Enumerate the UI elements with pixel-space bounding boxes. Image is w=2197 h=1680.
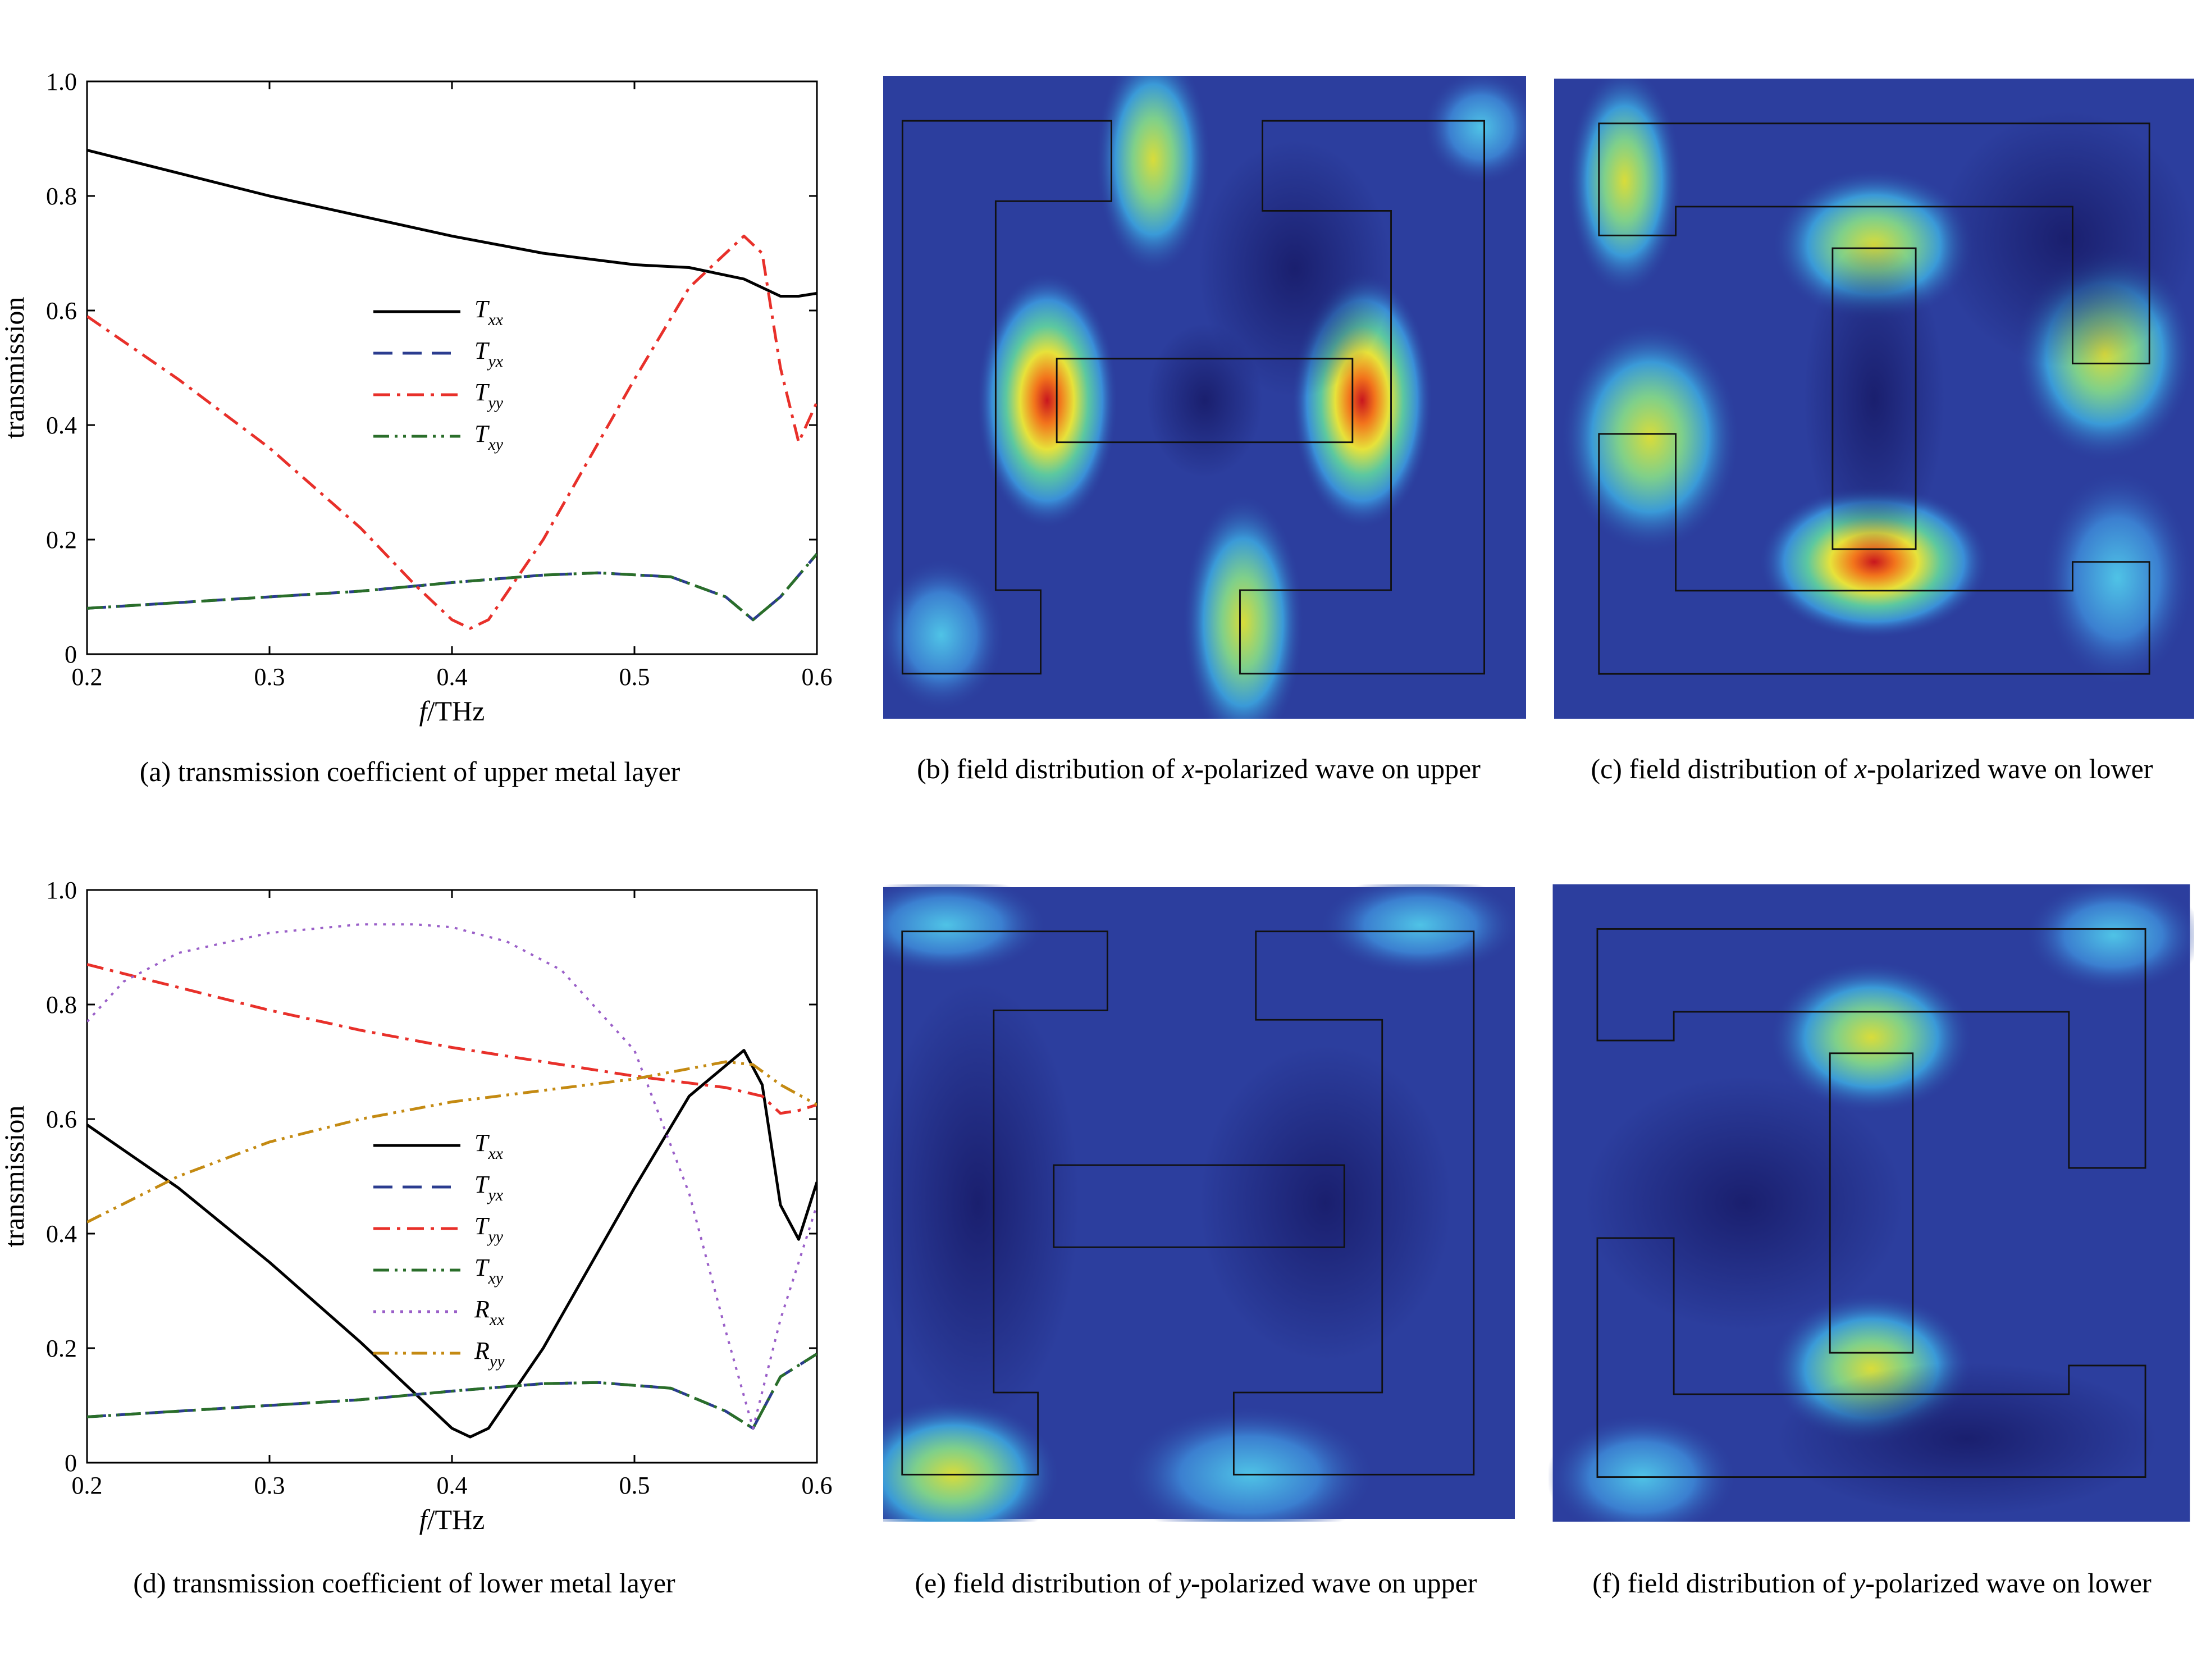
field-hotspot	[1803, 239, 1945, 559]
field-map-x-lower	[1554, 79, 2194, 719]
y-tick-label: 0.8	[46, 182, 77, 210]
chart-lower-transmission: 0.2 0.3 0.4 0.5 0.600.20.40.60.81.0f/THztran…	[0, 876, 833, 1535]
legend-label-txx: Txx	[474, 295, 504, 329]
field-hotspot	[1584, 1075, 1903, 1331]
field-hotspot	[1198, 140, 1391, 398]
x-tick-label: 0.2	[72, 1472, 103, 1499]
field-hotspot	[1423, 76, 1526, 185]
resonator-outline	[1596, 1237, 2146, 1478]
field-hotspot	[1095, 76, 1211, 275]
resonator-outline	[901, 930, 1108, 1476]
legend-label-tyx: Tyx	[474, 1171, 504, 1204]
field-hotspot	[1319, 884, 1515, 976]
y-tick-label: 0	[65, 641, 77, 668]
x-tick-label: 0.6	[802, 663, 833, 691]
x-tick-label: 0.3	[254, 1472, 285, 1499]
resonator-outline	[1598, 122, 2150, 364]
x-tick-label: 0.5	[619, 663, 650, 691]
legend-label-rxx: Rxx	[474, 1295, 505, 1329]
y-tick-label: 0.6	[46, 297, 77, 325]
field-hotspot	[1123, 1405, 1376, 1522]
series-line-txx	[87, 1049, 817, 1439]
resonator-outline	[1053, 1164, 1345, 1248]
y-tick-label: 0.4	[46, 1220, 77, 1248]
field-map-y-lower	[1549, 884, 2194, 1522]
legend-label-tyy: Tyy	[474, 378, 504, 412]
field-hotspot	[1199, 1045, 1452, 1361]
field-hotspot	[1938, 111, 2194, 367]
caption-b: (b) field distribution of x-polarized wa…	[917, 753, 1481, 784]
x-tick-label: 0.3	[254, 663, 285, 691]
resonator-outline	[1831, 247, 1917, 550]
series-line-tyy	[87, 963, 817, 1115]
y-tick-label: 1.0	[46, 876, 77, 904]
y-tick-label: 1.0	[46, 68, 77, 95]
field-hotspot	[1560, 322, 1740, 553]
x-axis-label: f/THz	[419, 1504, 485, 1535]
field-hotspot	[1549, 1413, 1738, 1522]
resonator-outline	[1596, 928, 2146, 1169]
y-tick-label: 0.2	[46, 526, 77, 554]
x-tick-label: 0.6	[802, 1472, 833, 1499]
caption-a: (a) transmission coefficient of upper me…	[139, 756, 680, 787]
field-hotspot	[1566, 79, 1682, 296]
series-line-txy	[87, 1353, 817, 1430]
plot-frame	[86, 889, 818, 1464]
y-tick-label: 0.6	[46, 1106, 77, 1133]
resonator-outline	[1598, 433, 2150, 675]
plot-frame	[86, 80, 818, 655]
field-hotspot	[883, 981, 1079, 1425]
field-map-x-upper	[883, 76, 1526, 719]
x-tick-label: 0.4	[437, 663, 468, 691]
field-hotspot	[1775, 1362, 2158, 1515]
legend-label-txx: Txx	[474, 1129, 504, 1163]
field-hotspot	[2040, 469, 2194, 687]
resonator-outline	[1239, 120, 1486, 675]
series-line-tyy	[87, 234, 817, 630]
y-tick-label: 0	[65, 1449, 77, 1477]
field-map-y-upper	[883, 884, 1515, 1522]
resonator-outline	[1056, 358, 1354, 444]
field-hotspot	[1182, 494, 1304, 719]
series-line-txx	[87, 148, 817, 298]
legend-label-txy: Txy	[474, 1254, 504, 1288]
caption-d: (d) transmission coefficient of lower me…	[133, 1567, 675, 1599]
y-tick-label: 0.4	[46, 412, 77, 439]
field-hotspot	[1769, 961, 1974, 1114]
series-line-tyx	[87, 553, 817, 622]
x-tick-label: 0.2	[72, 663, 103, 691]
caption-e: (e) field distribution of y-polarized wa…	[915, 1567, 1477, 1599]
x-tick-label: 0.5	[619, 1472, 650, 1499]
legend-label-tyx: Tyx	[474, 337, 504, 371]
resonator-outline	[1232, 930, 1475, 1476]
field-hotspot	[1758, 485, 1990, 639]
field-hotspot	[2024, 884, 2194, 993]
y-tick-label: 0.8	[46, 991, 77, 1019]
resonator-outline	[1829, 1052, 1914, 1354]
x-tick-label: 0.4	[437, 1472, 468, 1499]
y-axis-label: transmission	[0, 1106, 30, 1248]
series-line-ryy	[87, 1060, 817, 1224]
caption-f: (f) field distribution of y-polarized wa…	[1592, 1567, 2152, 1599]
field-hotspot	[883, 884, 1048, 976]
chart-upper-transmission: 0.2 0.3 0.4 0.5 0.600.20.40.60.81.0f/THztran…	[0, 68, 833, 727]
legend-label-tyy: Tyy	[474, 1212, 504, 1246]
series-line-txy	[87, 553, 817, 622]
legend-label-ryy: Ryy	[474, 1337, 505, 1371]
y-axis-label: transmission	[0, 297, 30, 439]
resonator-outline	[901, 120, 1112, 675]
x-axis-label: f/THz	[419, 695, 485, 727]
y-tick-label: 0.2	[46, 1335, 77, 1362]
legend-label-txy: Txy	[474, 420, 504, 454]
caption-c: (c) field distribution of x-polarized wa…	[1591, 753, 2153, 784]
series-line-tyx	[87, 1353, 817, 1430]
field-hotspot	[883, 1399, 1060, 1522]
field-hotspot	[976, 272, 1118, 529]
